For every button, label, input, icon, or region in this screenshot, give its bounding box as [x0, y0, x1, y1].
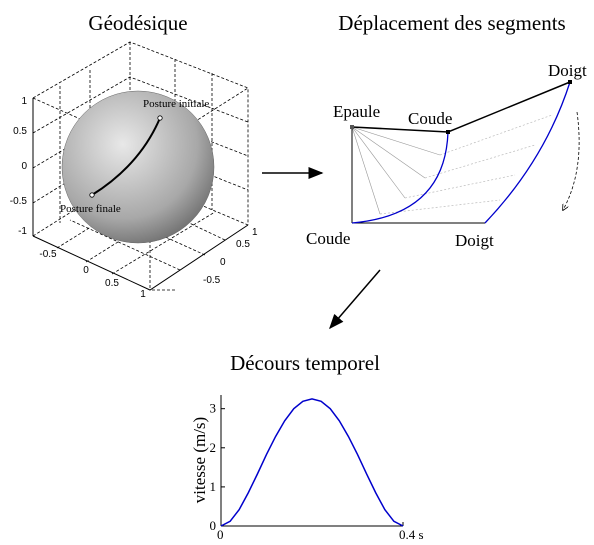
x-tick-label: 0.4 s	[399, 527, 424, 542]
segment-label: Doigt	[455, 231, 494, 250]
arrow	[329, 269, 381, 330]
x-tick-label: 1	[140, 289, 146, 300]
y-tick-label: 2	[210, 440, 217, 455]
segment-label: Coude	[306, 229, 350, 248]
x-tick-label: 0	[83, 265, 89, 276]
y-tick-label: 3	[210, 401, 217, 416]
arm	[351, 81, 571, 133]
z-tick-label: -1	[18, 226, 27, 237]
y-tick-label: -0.5	[203, 275, 221, 286]
finger-path	[484, 81, 571, 224]
joint	[350, 125, 354, 129]
end-label: Posture finale	[60, 203, 121, 215]
trajectory-lines	[352, 114, 553, 224]
z-tick-label: 0.5	[13, 126, 27, 137]
start-point	[157, 115, 163, 121]
segments-title: Déplacement des segments	[338, 11, 565, 35]
motion-arrow	[563, 111, 580, 210]
start-label: Posture initiale	[143, 98, 209, 110]
z-tick-label: -0.5	[10, 196, 28, 207]
end-point	[89, 192, 95, 198]
segment-label: Epaule	[333, 102, 380, 121]
segment-label: Coude	[408, 109, 452, 128]
y-tick-label: 0	[220, 257, 226, 268]
velocity-line	[220, 398, 404, 527]
x-tick-label: 0	[217, 527, 224, 542]
arm-lines	[351, 126, 441, 215]
y-tick-label: 1	[252, 227, 258, 238]
y-axis-label: vitesse (m/s)	[190, 417, 209, 503]
y-tick-label: 0.5	[236, 239, 250, 250]
geodesic-path	[91, 117, 161, 196]
x-tick-label: 0.5	[105, 278, 119, 289]
joint	[446, 130, 450, 134]
elbow-path	[351, 131, 449, 224]
sphere	[61, 90, 215, 244]
joint	[568, 80, 572, 84]
z-tick-label: 1	[21, 96, 27, 107]
segment-label: Doigt	[548, 61, 587, 80]
y-tick-label: 0	[210, 518, 217, 533]
z-tick-label: 0	[21, 161, 27, 172]
chart-title: Décours temporel	[230, 351, 380, 375]
y-tick-label: 1	[210, 479, 217, 494]
geodesic-title: Géodésique	[88, 11, 187, 35]
x-tick-label: -0.5	[39, 249, 57, 260]
